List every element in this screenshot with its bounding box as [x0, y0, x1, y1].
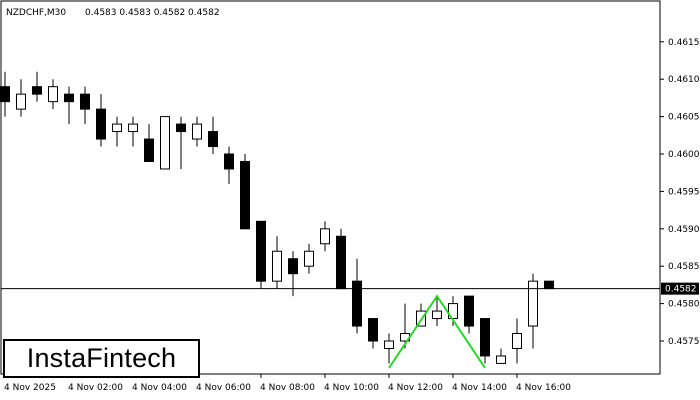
candle-body [192, 123, 202, 140]
candle-body [112, 123, 122, 133]
y-tick-label: 0.4600 [668, 150, 700, 160]
candle [176, 116, 186, 169]
x-tick-label: 4 Nov 2025 [4, 383, 56, 393]
chart-symbol: NZDCHF,M30 [6, 8, 66, 18]
candle-body [96, 108, 106, 140]
candle [208, 116, 218, 154]
candle-body [544, 280, 554, 290]
candle [512, 318, 522, 364]
candle [112, 116, 122, 147]
candle-body [288, 258, 298, 275]
candle [64, 86, 74, 125]
x-tick-label: 4 Nov 10:00 [324, 383, 379, 393]
candle [496, 348, 506, 364]
candle-body [224, 153, 234, 170]
candle-body [48, 86, 58, 103]
candle-body [144, 138, 154, 162]
y-tick-label: 0.4590 [668, 225, 700, 235]
candle [432, 296, 442, 327]
y-tick-label: 0.4595 [668, 187, 700, 197]
candle-body [304, 250, 314, 267]
candle [304, 243, 314, 274]
candle-body [160, 116, 170, 170]
y-tick-label: 0.4615 [668, 38, 700, 48]
candle-body [128, 123, 138, 133]
plot-frame [0, 0, 661, 375]
candle [464, 295, 474, 334]
price-label: 0.4582 [665, 285, 697, 295]
candle [144, 124, 154, 162]
candle-body [240, 160, 250, 230]
candle [192, 116, 202, 147]
brand-logo-text: InstaFintech [26, 343, 177, 373]
candle [128, 116, 138, 147]
y-tick-label: 0.4585 [668, 262, 700, 272]
candle-body [480, 318, 490, 357]
x-axis: 4 Nov 2025 4 Nov 02:00 4 Nov 04:00 4 Nov 06… [4, 374, 571, 393]
candle-body [80, 93, 90, 110]
brand-logo: InstaFintech [3, 339, 200, 378]
y-tick-label: 0.4605 [668, 113, 700, 123]
y-tick-label: 0.4575 [668, 337, 700, 347]
candle-body [384, 340, 394, 349]
candle [480, 318, 490, 364]
candle [384, 333, 394, 364]
candle [224, 146, 234, 184]
candle [240, 154, 250, 230]
candle-body [496, 355, 506, 364]
x-tick-label: 4 Nov 12:00 [388, 383, 443, 393]
pattern-line [388, 294, 486, 369]
candle [320, 221, 330, 252]
candle [544, 280, 554, 290]
candle [0, 71, 10, 117]
x-tick-label: 4 Nov 16:00 [516, 383, 571, 393]
candle-body [32, 86, 42, 95]
x-tick-label: 4 Nov 06:00 [196, 383, 251, 393]
candle-body [352, 280, 362, 327]
candle [528, 273, 538, 349]
candle [368, 318, 378, 349]
candle-body [512, 333, 522, 349]
x-tick-label: 4 Nov 04:00 [132, 383, 187, 393]
price-label-box [661, 282, 699, 295]
candle [32, 71, 42, 102]
pattern-layer [388, 294, 486, 369]
candle-body [16, 93, 26, 110]
y-tick-label: 0.4610 [668, 75, 700, 85]
candle [96, 94, 106, 147]
y-axis: 0.4575 0.4580 0.4585 0.4590 0.4595 0.4600 0.46… [660, 38, 700, 347]
candle [160, 116, 170, 170]
y-tick-label: 0.4580 [668, 300, 700, 310]
x-tick-label: 4 Nov 08:00 [260, 383, 315, 393]
candle-body [272, 250, 282, 282]
candle-body [336, 235, 346, 290]
candle-body [176, 123, 186, 133]
candle [80, 86, 90, 125]
candle [272, 236, 282, 289]
candle-body [64, 93, 74, 103]
x-tick-label: 4 Nov 02:00 [68, 383, 123, 393]
candle [352, 258, 362, 334]
candle-body [528, 280, 538, 327]
candle [48, 79, 58, 110]
candle-body [208, 131, 218, 148]
chart-ohlc: 0.4583 0.4583 0.4582 0.4582 [85, 8, 220, 18]
candle-body [368, 318, 378, 342]
candle [16, 79, 26, 117]
candle-body [256, 220, 266, 282]
candle-body [464, 295, 474, 327]
candle-body [320, 228, 330, 245]
x-tick-label: 4 Nov 14:00 [452, 383, 507, 393]
candles-layer [0, 71, 660, 364]
candle [336, 228, 346, 290]
candle-body [432, 310, 442, 320]
candle-body [0, 86, 10, 103]
candle [256, 220, 266, 289]
